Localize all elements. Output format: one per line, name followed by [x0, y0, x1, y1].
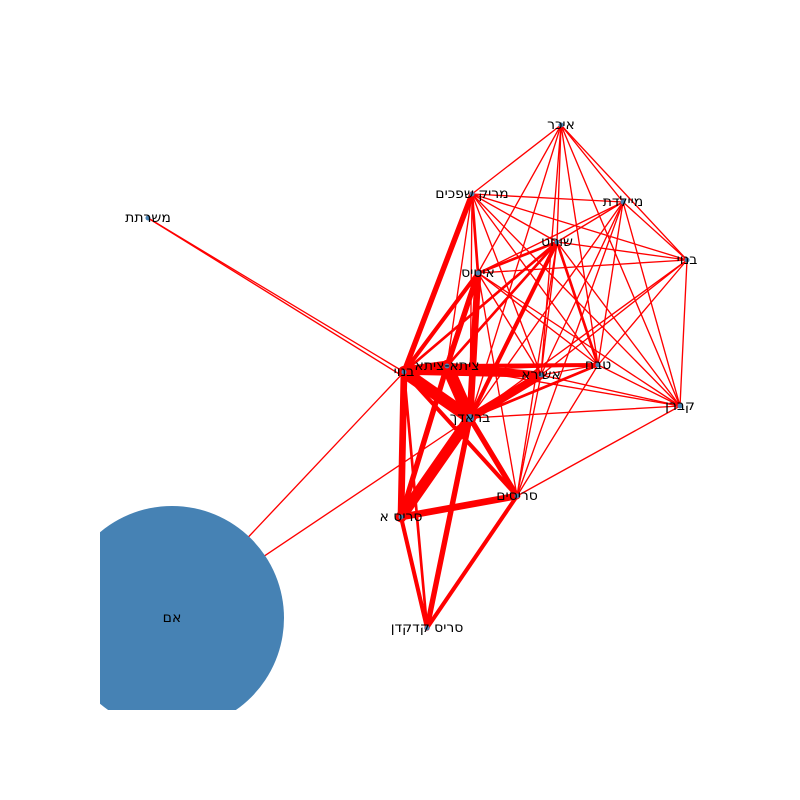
edge-meyaledet-eitis [477, 201, 624, 274]
edge-sris_kadkedan-braadach [424, 415, 473, 631]
node-label-braadach: בראדך [450, 410, 491, 426]
node-label-sarisim: סריסים [496, 488, 538, 504]
edge-meyaledet-bnui_right [622, 201, 688, 261]
node-tzitha [444, 363, 450, 369]
edge-ikar-ashira [540, 124, 562, 376]
edge-bnui_right-eitis [477, 259, 688, 274]
node-sris_kadkedan [424, 625, 430, 631]
node-ikar [558, 122, 564, 128]
edge-kavran-eitis [477, 272, 681, 407]
node-label-meyaledet: מיילדת [603, 194, 644, 210]
edge-kavran-sarisim [516, 405, 681, 497]
node-bnui_left [401, 369, 407, 375]
edge-layer [147, 124, 688, 631]
edge-bnui_right-shochet [556, 241, 688, 261]
edge-sris_kadkedan-bnui_left [402, 370, 429, 630]
edge-ashira-eitis [477, 272, 542, 376]
edge-tzitha-mariak [446, 193, 473, 367]
edge-sris_kadkedan-sris_a [398, 514, 430, 631]
edge-kavran-tevah [597, 364, 681, 407]
node-label-mariak: מריק שפכים [435, 186, 508, 202]
edge-meyaledet-tevah [597, 201, 624, 366]
node-mother [100, 506, 284, 710]
node-ashira [538, 372, 544, 378]
node-label-bnui_right: בנוי [677, 252, 698, 268]
edge-braadach-ashira [465, 370, 546, 423]
edge-kavran-shochet [556, 241, 681, 407]
edge-bnui_left-sarisim [401, 369, 520, 499]
edge-kavran-braadach [469, 405, 681, 419]
node-eitis [475, 270, 481, 276]
node-braadach [466, 414, 474, 422]
edge-shochet-ashira [540, 241, 558, 376]
node-label-eitis: איטיס [461, 265, 495, 281]
node-label-ashira: אשירא [521, 367, 561, 383]
node-mesharetet [145, 215, 151, 221]
edge-ikar-kavran [560, 124, 681, 407]
edge-tzitha-kavran [446, 365, 681, 407]
edge-meyaledet-kavran [622, 201, 681, 407]
node-sarisim [514, 493, 520, 499]
node-kavran [677, 403, 683, 409]
node-label-mother: אם [163, 610, 182, 626]
node-sris_a [398, 514, 404, 520]
node-label-tzitha: ציתא-ציתא [414, 358, 479, 374]
edge-mariak-ikar [471, 124, 562, 195]
edge-shochet-tevah [555, 240, 600, 367]
node-label-sris_kadkedan: סריס קדקדן [391, 620, 464, 636]
edge-tevah-eitis [477, 272, 599, 366]
edge-eitis-shochet [476, 240, 559, 275]
edge-ikar-bnui_right [560, 124, 688, 261]
edge-meyaledet-braadach [469, 201, 624, 419]
edge-sris_kadkedan-sarisim [424, 493, 520, 631]
edge-bnui_left-eitis [401, 270, 481, 375]
edge-kavran-ashira [540, 374, 681, 407]
edge-bnui_left-sris_a [397, 368, 408, 521]
edge-ikar-shochet [556, 124, 562, 243]
edge-braadach-eitis [466, 269, 482, 422]
edge-tevah-ashira [540, 364, 599, 376]
edge-ashira-sarisim [516, 374, 542, 497]
edge-shochet-bnui_left [403, 241, 558, 373]
edge-mesharetet-bnui_left [147, 217, 405, 373]
node-label-shochet: שוחט [541, 234, 573, 250]
node-label-kavran: קברן [665, 398, 695, 414]
edge-meyaledet-shochet [556, 201, 624, 243]
edge-sris_a-sarisim [397, 492, 521, 521]
edge-ikar-meyaledet [560, 124, 624, 203]
node-label-tevah: טבח [585, 357, 611, 373]
edge-bnui_left-ashira [401, 369, 544, 378]
edge-mariak-braadach [469, 193, 473, 419]
node-label-ikar: איכר [547, 117, 575, 133]
node-meyaledet [620, 199, 626, 205]
edge-eitis-sarisim [477, 272, 518, 497]
edge-bnui_left-mariak [401, 191, 475, 375]
node-bnui_right [684, 257, 690, 263]
node-tevah [595, 362, 601, 368]
edge-tzitha-tevah [444, 362, 601, 369]
edge-braadach-sarisim [467, 415, 520, 499]
node-label-sris_a: סריס א [379, 509, 422, 525]
node-label-bnui_left: בנוי [394, 364, 415, 380]
node-shochet [554, 239, 560, 245]
edge-tevah-sarisim [516, 364, 599, 497]
edge-meyaledet-ashira [540, 201, 624, 376]
node-layer [100, 122, 690, 710]
edge-meyaledet-sarisim [516, 201, 624, 497]
edge-mariak-meyaledet [471, 193, 624, 203]
edge-bnui_right-kavran [679, 259, 688, 407]
edge-eitis-mariak [470, 192, 480, 275]
edge-bnui_right-tevah [597, 259, 688, 366]
edge-ikar-eitis [477, 124, 562, 274]
node-label-mesharetet: משרתת [125, 210, 171, 226]
edge-mariak-tevah [471, 193, 599, 366]
edge-mariak-shochet [471, 193, 558, 243]
edge-eitis-sris_a [400, 272, 479, 518]
edge-mariak-bnui_right [471, 193, 688, 261]
node-mariak [469, 191, 475, 197]
edge-bnui_left-tevah [403, 364, 599, 373]
